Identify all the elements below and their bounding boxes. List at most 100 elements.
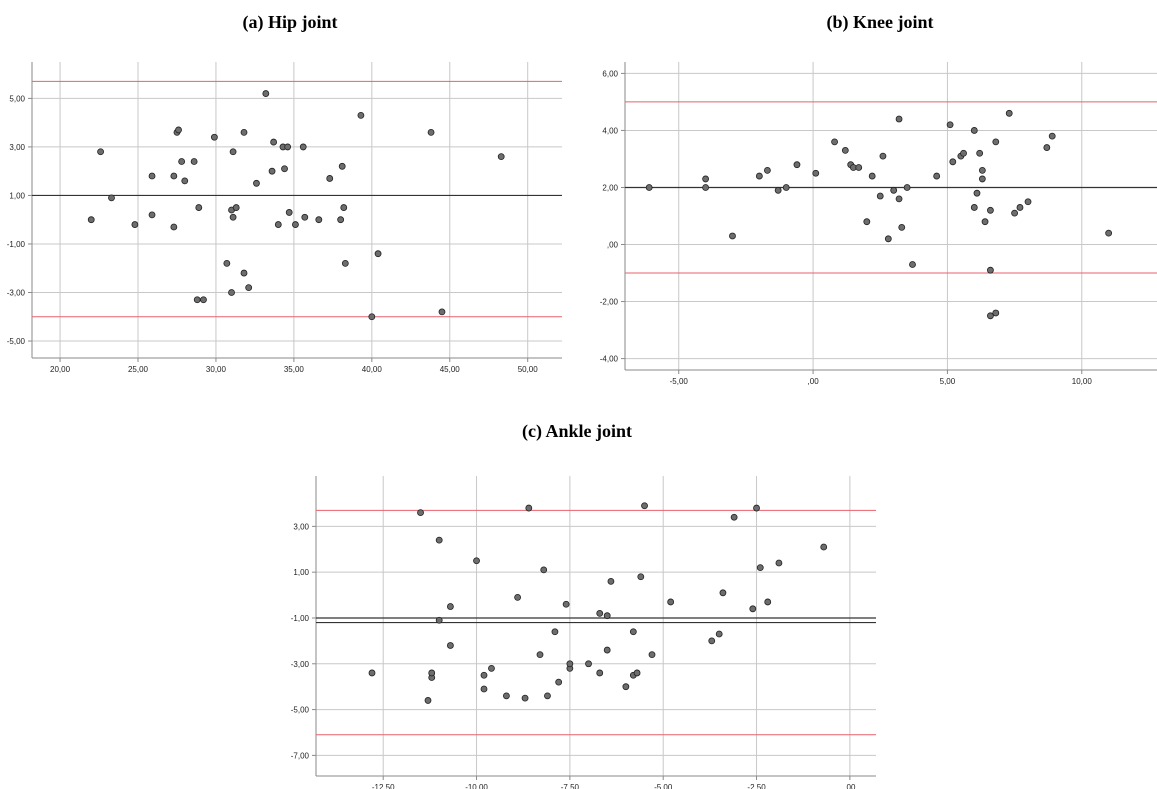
data-point [909,261,916,268]
data-point [637,573,645,581]
data-point [536,651,544,659]
data-point [270,138,278,146]
data-point [200,296,207,304]
x-tick-label: -12,50 [372,783,395,789]
data-point [374,250,382,258]
data-point [170,172,178,180]
data-point [232,204,240,211]
data-point [521,694,529,702]
x-tick-label: 25,00 [128,365,149,374]
data-point [480,671,488,679]
data-point [708,637,716,645]
x-tick-label: ,00 [808,377,820,386]
data-point [245,284,253,292]
data-point [641,502,648,510]
data-point [1048,132,1056,140]
data-point [933,172,941,180]
data-point [970,127,978,134]
x-tick-label: 45,00 [440,365,461,374]
data-point [178,158,186,165]
data-point [540,566,548,574]
y-tick-label: ,00 [607,241,619,250]
data-point [424,697,432,704]
data-point [417,509,424,517]
data-point [131,221,139,228]
x-tick-label: 10,00 [1072,377,1093,386]
x-tick-label: -7,50 [561,783,580,789]
y-tick-label: -1,00 [7,240,26,249]
data-point [544,692,551,700]
data-point [268,167,276,175]
data-point [756,564,764,572]
data-point [446,603,454,610]
data-point [285,209,293,216]
data-point [195,204,203,211]
data-point [903,184,911,191]
data-point [1105,229,1113,237]
x-tick-label: 35,00 [284,365,305,374]
data-point [648,651,656,659]
data-point [514,593,521,601]
x-tick-label: 30,00 [206,365,227,374]
data-point [473,557,480,565]
data-point [863,218,871,226]
x-tick-label: -2,50 [747,783,766,789]
data-point [702,175,710,183]
data-point [338,162,346,170]
data-point [764,166,771,174]
data-point [607,577,615,585]
data-point [97,148,104,156]
data-point [427,128,435,136]
y-tick-label: -7,00 [291,751,310,760]
data-point [368,313,376,321]
data-point [774,186,782,194]
data-point [960,149,967,157]
data-point [175,126,182,134]
data-point [895,195,903,203]
data-point [1011,209,1018,217]
data-point [281,165,288,173]
x-tick-label: -5,00 [670,377,689,386]
chart-knee: -5,00 ,00 5,00 10,00 -4,00 -2,00 ,00 2,00 4,00 6,… [600,62,1157,386]
data-point [438,308,446,316]
y-tick-label: 3,00 [293,522,309,531]
data-point [596,669,604,677]
data-point [551,628,559,636]
data-point [855,164,863,171]
data-point [357,111,365,119]
data-point [831,138,838,146]
chart-ankle: -12,50 -10,00 -7,50 -5,00 -2,50 ,00 -7,00 -5,00… [291,476,876,789]
x-tick-label: ,00 [844,783,856,789]
data-point [973,189,981,197]
data-point [1005,109,1013,117]
data-point [253,179,260,187]
y-tick-label: -3,00 [7,288,26,297]
data-point [667,598,675,606]
data-point [497,153,505,161]
data-point [992,309,1000,317]
data-point [193,296,201,304]
y-tick-label: -5,00 [7,337,26,346]
x-tick-label: 5,00 [940,377,956,386]
data-point [719,589,727,597]
data-point [210,133,218,141]
data-point [1024,198,1032,206]
data-point [868,172,876,180]
y-tick-label: -1,00 [291,614,310,623]
data-point [841,147,849,154]
data-point [702,184,710,191]
y-tick-label: 5,00 [9,94,25,103]
data-point [340,204,348,211]
data-point [315,216,323,224]
data-point [596,610,604,617]
data-point [488,664,495,672]
data-point [946,121,954,129]
data-point [949,158,957,166]
data-point [223,259,231,267]
data-point [793,161,801,169]
data-point [435,536,443,544]
data-point [890,186,898,194]
data-point [284,143,292,151]
panel-title-knee: (b) Knee joint [826,12,934,32]
